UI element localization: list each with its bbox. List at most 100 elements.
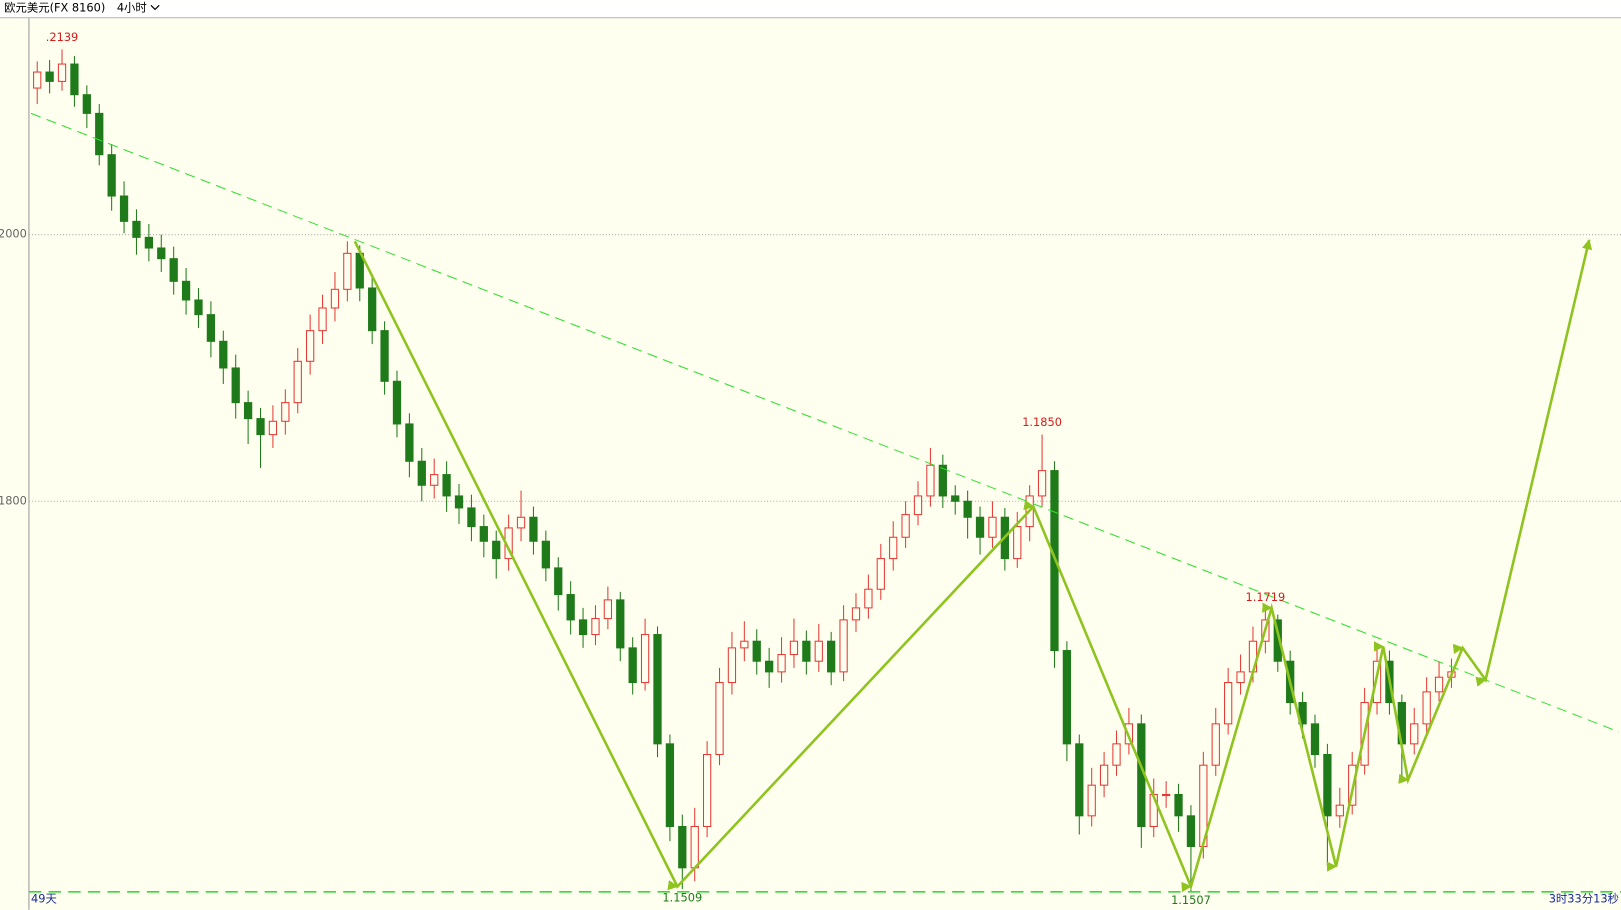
candle-body (157, 247, 166, 260)
candle-body (430, 474, 439, 486)
candle-body (417, 460, 426, 486)
candle-body (132, 220, 141, 238)
candle-body (777, 654, 786, 673)
candle-body (889, 536, 898, 560)
candle-body (454, 495, 464, 509)
candle-body (926, 464, 935, 497)
timeframe-chevron[interactable] (150, 4, 160, 11)
candle-body (144, 236, 154, 249)
candle-body (243, 402, 253, 420)
candle-body (814, 640, 823, 662)
candle-body (1174, 793, 1183, 817)
candle-body (727, 647, 737, 684)
header-bar (0, 0, 1621, 18)
left-footer: 49天 (31, 892, 57, 906)
candle-body (181, 280, 191, 301)
candle-body (479, 526, 488, 542)
candle-body (1310, 723, 1320, 756)
candle-body (306, 330, 315, 362)
candle-body (368, 287, 377, 332)
candle-body (442, 474, 451, 497)
candle-body (293, 360, 302, 404)
candle-body (653, 634, 662, 745)
candle-body (194, 299, 203, 316)
price-label: 1.1507 (1171, 893, 1211, 907)
candle-body (1410, 723, 1419, 745)
candle-body (95, 112, 104, 156)
candle-body (318, 307, 327, 332)
candle-body (715, 682, 724, 756)
candle-body (740, 640, 749, 649)
candle-body (33, 71, 42, 89)
candle-body (1099, 764, 1109, 786)
candle-body (752, 640, 761, 662)
candle-body (219, 340, 228, 369)
candle-body (1422, 691, 1431, 725)
candle-body (988, 516, 997, 538)
candle-body (231, 367, 240, 404)
candle-body (256, 418, 265, 436)
candle-body (827, 640, 836, 673)
candle-body (640, 634, 650, 684)
candle-body (975, 516, 985, 538)
candle-body (603, 599, 613, 620)
candle-body (554, 567, 563, 596)
candle-body (1161, 793, 1171, 797)
candle-body (1087, 784, 1096, 817)
candle-body (628, 647, 637, 684)
candle-body (541, 540, 550, 569)
candle-body (864, 588, 873, 609)
candle-body (45, 71, 54, 82)
candle-body (765, 660, 774, 673)
candle-body (70, 63, 79, 96)
candle-body (405, 423, 414, 462)
candle-body (119, 195, 129, 222)
right-footer: 3时33分13秒 (1549, 892, 1619, 906)
candle-body (467, 507, 476, 528)
candle-body (268, 420, 278, 436)
candle-body (206, 314, 216, 342)
candle-body (1037, 470, 1047, 497)
candle-body (82, 94, 91, 114)
candle-body (802, 640, 811, 662)
y-tick-label: 1800 (0, 493, 27, 507)
price-label: 1.1850 (1022, 415, 1062, 429)
candle-body (492, 540, 501, 560)
candle-body (951, 495, 960, 502)
candle-body (690, 825, 699, 869)
candle-body (1211, 723, 1220, 766)
candle-body (343, 252, 352, 290)
candle-body (392, 380, 402, 425)
candle-body (591, 618, 600, 636)
candle-body (516, 516, 526, 529)
y-tick-label: 2000 (0, 227, 27, 241)
candle-body (1236, 671, 1245, 684)
candle-body (1224, 682, 1233, 725)
candle-body (1075, 743, 1084, 817)
candle-body (380, 330, 389, 382)
price-label: 1.1509 (662, 890, 702, 904)
plot-area: .2139 1.1850 1.1719 1.1509 1.1507 (28, 30, 1621, 907)
candle-body (1335, 804, 1344, 817)
candle-body (330, 288, 340, 309)
candle-body (281, 402, 290, 422)
candle-body (107, 154, 116, 197)
wave-pattern (353, 238, 1593, 893)
timeframe[interactable]: 4小时 (117, 0, 147, 14)
candle-body (169, 258, 178, 282)
candle-body (1062, 650, 1072, 745)
candle-body (851, 607, 861, 621)
candle-body (616, 599, 625, 649)
candle-body (678, 825, 687, 869)
candle-body (578, 619, 588, 636)
price-label: .2139 (46, 30, 79, 44)
candle-body (702, 754, 712, 828)
candle-body (913, 495, 923, 516)
candle-body (1112, 743, 1121, 766)
candle-body (963, 500, 972, 518)
candle-body (665, 743, 675, 828)
candle-body (1434, 676, 1444, 693)
